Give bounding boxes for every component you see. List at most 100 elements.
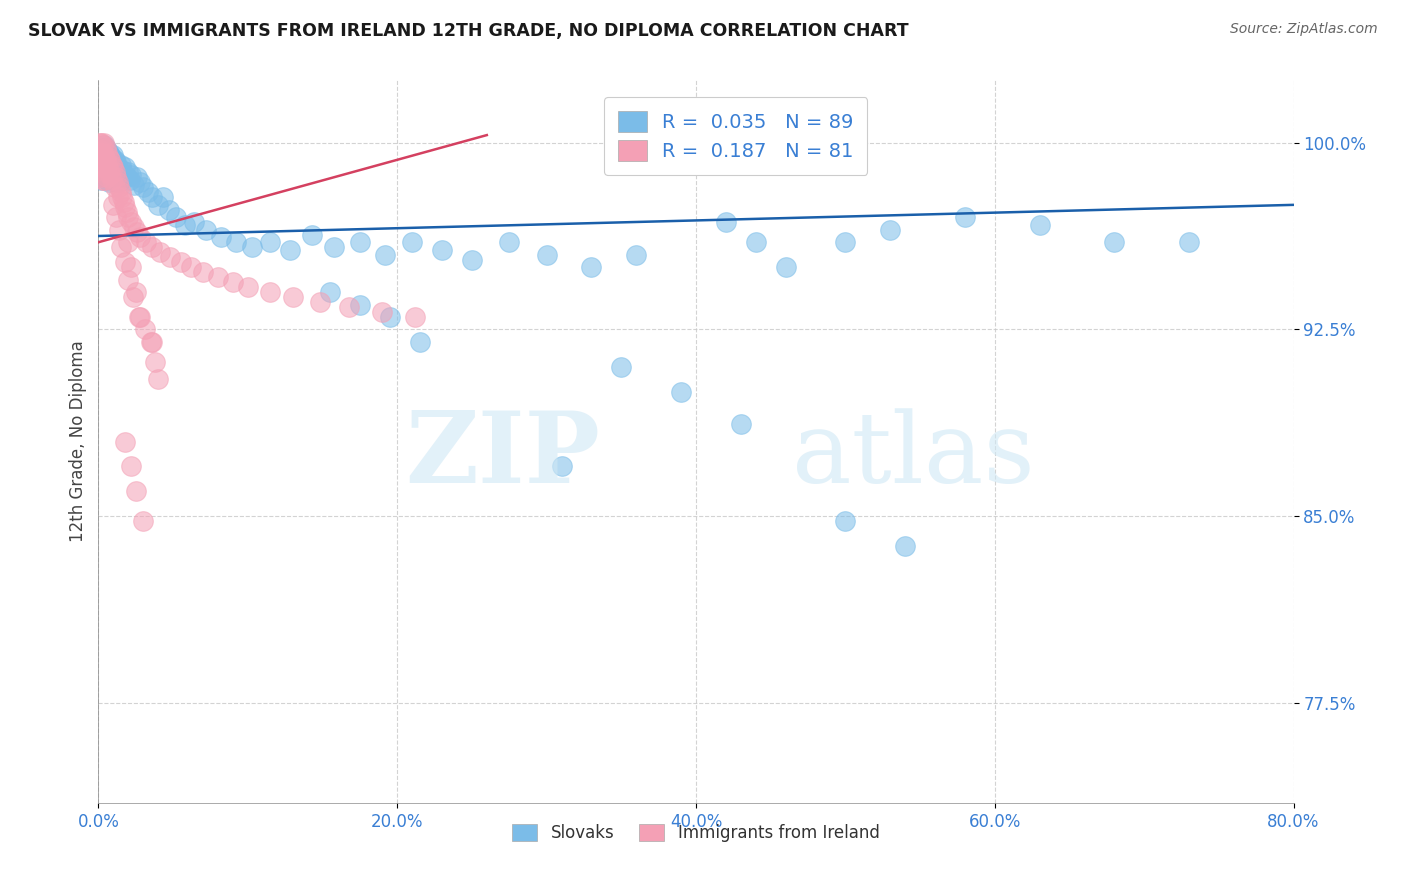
Point xyxy=(93,161,115,175)
Point xyxy=(97,145,120,160)
Point xyxy=(135,235,157,250)
Point xyxy=(148,198,170,212)
Point xyxy=(89,155,111,169)
Point xyxy=(110,240,132,254)
Point xyxy=(91,173,114,187)
Point xyxy=(236,280,259,294)
Point xyxy=(96,158,118,172)
Point xyxy=(89,140,111,154)
Point xyxy=(98,168,122,182)
Point xyxy=(128,310,150,324)
Point xyxy=(371,305,394,319)
Point xyxy=(90,136,112,150)
Point xyxy=(117,165,139,179)
Point xyxy=(104,180,127,194)
Point xyxy=(94,170,117,185)
Point xyxy=(117,272,139,286)
Point xyxy=(98,153,122,167)
Point xyxy=(96,173,118,187)
Point xyxy=(129,310,152,324)
Point xyxy=(141,190,163,204)
Point xyxy=(104,165,127,179)
Point xyxy=(108,165,131,179)
Point xyxy=(139,334,162,349)
Point xyxy=(339,300,361,314)
Point xyxy=(1178,235,1201,250)
Point xyxy=(111,163,134,178)
Point xyxy=(104,153,127,167)
Point xyxy=(120,459,142,474)
Point xyxy=(107,176,129,190)
Point xyxy=(626,248,648,262)
Point xyxy=(222,275,245,289)
Y-axis label: 12th Grade, No Diploma: 12th Grade, No Diploma xyxy=(69,341,87,542)
Point xyxy=(105,170,128,185)
Point xyxy=(94,140,117,154)
Point xyxy=(209,230,232,244)
Point xyxy=(125,484,148,499)
Point xyxy=(408,334,430,349)
Text: Source: ZipAtlas.com: Source: ZipAtlas.com xyxy=(1230,22,1378,37)
Text: ZIP: ZIP xyxy=(405,408,600,505)
Point xyxy=(91,148,114,162)
Point xyxy=(93,151,115,165)
Point xyxy=(103,161,125,175)
Point xyxy=(112,168,135,182)
Point xyxy=(127,170,149,185)
Point xyxy=(120,260,142,274)
Point xyxy=(124,178,146,192)
Point xyxy=(207,270,229,285)
Point xyxy=(105,155,128,169)
Point xyxy=(894,539,917,553)
Point xyxy=(152,190,174,204)
Point xyxy=(110,158,132,172)
Point xyxy=(195,223,218,237)
Point xyxy=(278,243,301,257)
Point xyxy=(149,245,172,260)
Point xyxy=(132,514,155,528)
Point xyxy=(281,290,304,304)
Point xyxy=(98,165,122,179)
Point xyxy=(97,176,120,190)
Point xyxy=(93,148,115,162)
Point xyxy=(97,161,120,175)
Point xyxy=(91,138,114,153)
Point xyxy=(104,170,127,185)
Point xyxy=(404,310,426,324)
Point xyxy=(91,155,114,169)
Point xyxy=(141,334,163,349)
Point xyxy=(136,186,159,200)
Point xyxy=(165,211,187,225)
Text: atlas: atlas xyxy=(792,409,1035,504)
Point xyxy=(103,148,125,162)
Point xyxy=(97,151,120,165)
Point xyxy=(134,322,156,336)
Point xyxy=(581,260,603,274)
Point xyxy=(183,215,205,229)
Point xyxy=(90,173,112,187)
Point xyxy=(96,170,118,185)
Point xyxy=(141,240,163,254)
Point xyxy=(89,153,111,167)
Point xyxy=(669,384,692,399)
Point xyxy=(115,205,138,219)
Point xyxy=(834,514,856,528)
Point xyxy=(124,220,146,235)
Point xyxy=(107,176,129,190)
Point xyxy=(430,243,453,257)
Point xyxy=(323,240,346,254)
Point xyxy=(1104,235,1126,250)
Point xyxy=(319,285,342,299)
Point xyxy=(108,223,131,237)
Point xyxy=(96,158,118,172)
Point xyxy=(98,148,122,162)
Point xyxy=(714,215,737,229)
Point xyxy=(498,235,520,250)
Point xyxy=(111,190,134,204)
Point xyxy=(90,143,112,157)
Point xyxy=(94,140,117,154)
Point xyxy=(89,143,111,157)
Point xyxy=(118,173,141,187)
Point xyxy=(240,240,263,254)
Point xyxy=(349,235,371,250)
